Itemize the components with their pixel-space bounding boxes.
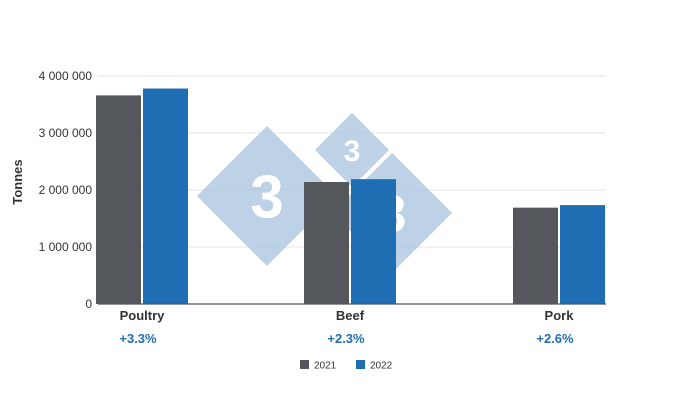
- watermark-diamond: [197, 126, 337, 266]
- y-axis-title: Tonnes: [10, 159, 25, 204]
- watermark-diamond: [315, 113, 389, 187]
- y-tick-label: 2 000 000: [39, 183, 93, 197]
- category-label: Beef: [336, 308, 365, 323]
- change-annotations: +3.3% +2.3% +2.6%: [119, 331, 574, 346]
- y-axis-ticks: 0 1 000 000 2 000 000 3 000 000 4 000 000: [39, 69, 93, 311]
- bar-pork-2021: [513, 207, 558, 304]
- legend: 2021 2022: [300, 360, 393, 372]
- y-tick-label: 1 000 000: [39, 240, 93, 254]
- change-annotation: +2.3%: [327, 331, 365, 346]
- bar-beef-2022: [351, 179, 396, 304]
- change-annotation: +2.6%: [536, 331, 574, 346]
- bar-poultry-2022: [143, 88, 188, 304]
- legend-swatch-2021: [300, 360, 309, 369]
- category-label: Poultry: [120, 308, 166, 323]
- watermark-digit: 3: [250, 164, 283, 231]
- bar-poultry-2021: [96, 95, 141, 304]
- change-annotation: +3.3%: [119, 331, 157, 346]
- watermark-digit: 3: [344, 135, 361, 168]
- y-tick-label: 4 000 000: [39, 69, 93, 83]
- y-tick-label: 3 000 000: [39, 126, 93, 140]
- bar-beef-2021: [304, 182, 349, 304]
- legend-label: 2021: [314, 361, 337, 372]
- category-labels: Poultry Beef Pork: [120, 308, 575, 323]
- bars: [96, 88, 605, 304]
- category-label: Pork: [545, 308, 575, 323]
- legend-label: 2022: [370, 361, 393, 372]
- legend-swatch-2022: [356, 360, 365, 369]
- bar-pork-2022: [560, 205, 605, 304]
- y-tick-label: 0: [85, 297, 92, 311]
